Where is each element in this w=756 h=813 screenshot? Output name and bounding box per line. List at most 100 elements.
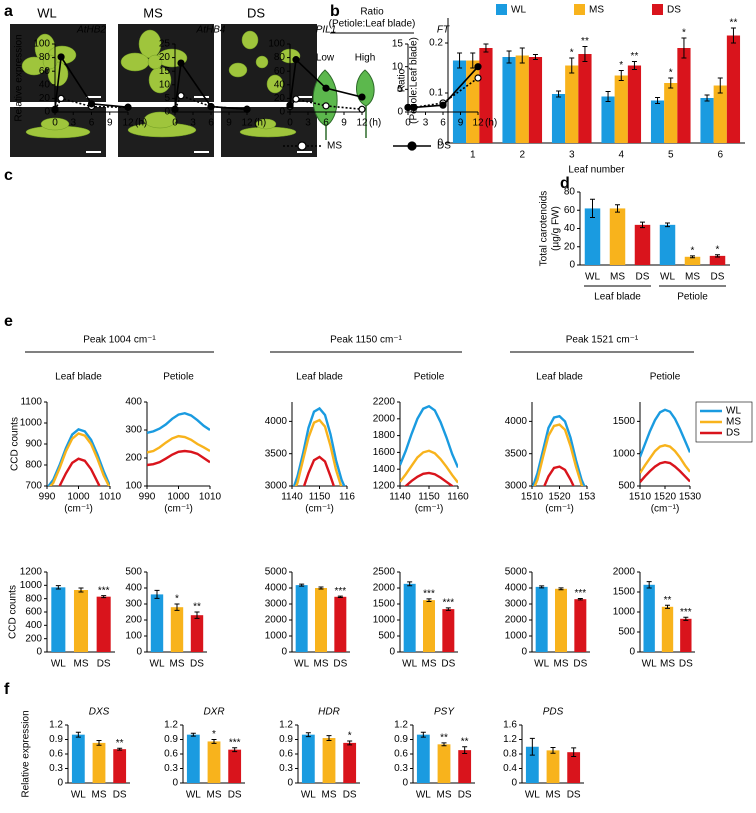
peak-title: Peak 1521 cm⁻¹ <box>566 335 639 346</box>
y-tick-label: 5000 <box>505 567 528 578</box>
series-line <box>290 98 362 111</box>
y-tick-label: 500 <box>125 567 142 578</box>
bar <box>551 94 566 143</box>
error-bar <box>420 731 426 738</box>
y-tick-label: 3000 <box>265 481 288 492</box>
y-tick-label: 0 <box>437 138 443 149</box>
bar <box>295 585 308 652</box>
y-tick-label: 0 <box>281 647 287 658</box>
significance: *** <box>229 737 241 748</box>
significance: ** <box>116 738 124 749</box>
x-tick-label: MS <box>546 790 561 801</box>
point <box>292 95 300 103</box>
y-tick-label: 40 <box>39 79 51 90</box>
x-tick-label: WL <box>585 272 600 283</box>
y-tick-label: 40 <box>564 223 576 234</box>
y-tick-label: 4000 <box>265 416 288 427</box>
x-tick-label: 6 <box>717 150 723 161</box>
significance: *** <box>442 597 454 608</box>
bar <box>437 744 451 783</box>
bar <box>584 208 601 265</box>
y-tick-label: 20 <box>39 93 51 104</box>
panel-label: a <box>4 3 13 20</box>
y-tick-label: 200 <box>125 615 142 626</box>
y-tick-label: 4000 <box>505 583 528 594</box>
error-bar <box>470 52 476 69</box>
bar <box>92 742 106 783</box>
series-line <box>175 60 247 111</box>
bar <box>416 734 430 783</box>
point <box>474 74 482 82</box>
legend-swatch <box>574 4 585 15</box>
bar <box>403 583 416 652</box>
chart-title: DXR <box>203 707 224 718</box>
y-axis-label: Ratio <box>397 68 408 92</box>
error-bar <box>211 739 217 744</box>
scale-bar <box>86 96 312 153</box>
legend-label: WL <box>511 5 526 16</box>
x-tick-label: DS <box>333 659 347 670</box>
bar <box>664 83 678 143</box>
y-tick-label: 0 <box>36 647 42 658</box>
x-tick-label: DS <box>228 790 242 801</box>
x-axis-label: (cm⁻¹) <box>64 504 93 515</box>
y-axis-label: Relative expression <box>14 34 25 121</box>
bar <box>479 48 493 143</box>
y-tick-label: 300 <box>125 599 142 610</box>
bar <box>170 607 184 652</box>
y-tick-label: 5 <box>397 84 403 95</box>
error-bar <box>569 57 575 74</box>
x-tick-label: DS <box>573 659 587 670</box>
x-axis-label: Leaf number <box>568 165 625 176</box>
error-bar <box>571 747 577 758</box>
x-tick-label: MS <box>74 659 89 670</box>
x-tick-label: 153 <box>579 492 596 503</box>
x-tick-label: 0 <box>287 118 293 129</box>
y-tick-label: 0 <box>569 260 575 271</box>
diagram-low: Low <box>316 53 335 64</box>
significance: *** <box>98 585 110 596</box>
x-tick-label: MS <box>170 659 185 670</box>
photo-label: DS <box>247 5 265 20</box>
x-axis-label: (h) <box>485 118 497 129</box>
x-tick-label: WL <box>150 659 165 670</box>
y-tick-label: 3000 <box>265 599 288 610</box>
x-tick-label: 9 <box>341 118 347 129</box>
group-label: Petiole <box>677 292 708 303</box>
significance: *** <box>680 607 692 618</box>
x-tick-label: 3 <box>423 118 429 129</box>
y-tick-label: 0.9 <box>279 734 293 745</box>
bar <box>458 750 472 783</box>
y-tick-label: 20 <box>564 241 576 252</box>
y-tick-label: 4000 <box>265 583 288 594</box>
bar <box>709 255 726 265</box>
point <box>177 59 185 67</box>
error-bar <box>347 740 353 746</box>
y-tick-label: 2000 <box>613 567 636 578</box>
y-tick-label: 0.3 <box>49 763 63 774</box>
y-tick-label: 1200 <box>20 567 43 578</box>
x-axis-label: (h) <box>369 118 381 129</box>
x-axis-label: (cm⁻¹) <box>545 504 574 515</box>
y-tick-label: 60 <box>274 66 286 77</box>
x-tick-label: 0 <box>172 118 178 129</box>
x-tick-label: 1000 <box>167 492 190 503</box>
error-bar <box>577 598 583 601</box>
y-tick-label: 0 <box>136 647 142 658</box>
bar <box>51 587 66 652</box>
y-tick-label: 0.1 <box>429 88 443 99</box>
point <box>410 103 418 112</box>
y-axis-label: CCD counts <box>10 417 21 471</box>
y-tick-label: 0.6 <box>394 749 408 760</box>
error-bar <box>101 595 107 599</box>
significance: * <box>682 28 686 39</box>
significance: *** <box>574 588 586 599</box>
y-tick-label: 3500 <box>265 448 288 459</box>
bar <box>546 750 560 783</box>
y-tick-label: 1.2 <box>164 720 178 731</box>
y-tick-label: 0.8 <box>503 749 517 760</box>
error-bar <box>190 732 196 737</box>
error-bar <box>618 70 624 81</box>
x-tick-label: 1010 <box>99 492 122 503</box>
y-tick-label: 0 <box>397 107 403 118</box>
